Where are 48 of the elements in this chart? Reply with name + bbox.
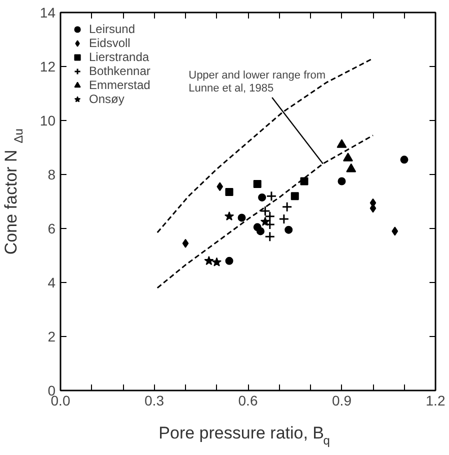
point bbox=[238, 214, 246, 222]
point bbox=[278, 214, 290, 224]
y-tick-label: 12 bbox=[40, 58, 56, 74]
point bbox=[258, 193, 266, 202]
y-tick-label: 2 bbox=[48, 328, 56, 344]
point bbox=[264, 219, 276, 230]
x-tick-label: 0.3 bbox=[144, 392, 164, 408]
point bbox=[284, 226, 293, 234]
line-series bbox=[156, 58, 374, 234]
y-tick-label: 6 bbox=[48, 220, 56, 236]
point bbox=[260, 206, 270, 216]
x-tick-label: 1.2 bbox=[426, 392, 446, 408]
y-tick-label: 14 bbox=[40, 4, 56, 20]
point bbox=[300, 177, 308, 186]
x-tick-label: 0.6 bbox=[238, 392, 258, 408]
point bbox=[336, 139, 347, 148]
point bbox=[224, 211, 234, 220]
y-tick-label: 4 bbox=[48, 274, 56, 290]
point bbox=[260, 216, 270, 226]
point bbox=[346, 163, 356, 172]
x-tick-label: 0.9 bbox=[332, 392, 352, 408]
annotation: Upper and lower range from Lunne et al, 1985 bbox=[188, 69, 326, 94]
point bbox=[225, 188, 234, 196]
point bbox=[343, 152, 353, 162]
point bbox=[256, 227, 264, 236]
legend-label: Eidsvoll bbox=[89, 36, 130, 50]
point bbox=[392, 226, 398, 236]
point bbox=[225, 256, 234, 265]
legend-label: Leirsund bbox=[89, 22, 136, 36]
legend-label: Bothkennar bbox=[89, 64, 150, 78]
point bbox=[400, 156, 408, 164]
legend-label: Onsøy bbox=[89, 92, 124, 106]
point bbox=[204, 256, 214, 266]
point bbox=[290, 192, 299, 200]
point bbox=[182, 238, 189, 248]
point bbox=[338, 177, 346, 186]
point bbox=[212, 257, 222, 266]
legend-label: Emmerstad bbox=[89, 78, 150, 92]
y-tick-label: 10 bbox=[40, 112, 56, 128]
point bbox=[264, 211, 276, 222]
y-tick-label: 8 bbox=[48, 166, 56, 182]
point bbox=[282, 202, 292, 212]
point bbox=[266, 190, 277, 202]
legend-label: Lierstranda bbox=[89, 50, 150, 64]
point bbox=[216, 182, 224, 192]
y-axis-title: Cone factor NΔu bbox=[2, 128, 26, 255]
point bbox=[264, 231, 276, 242]
point bbox=[253, 180, 262, 188]
